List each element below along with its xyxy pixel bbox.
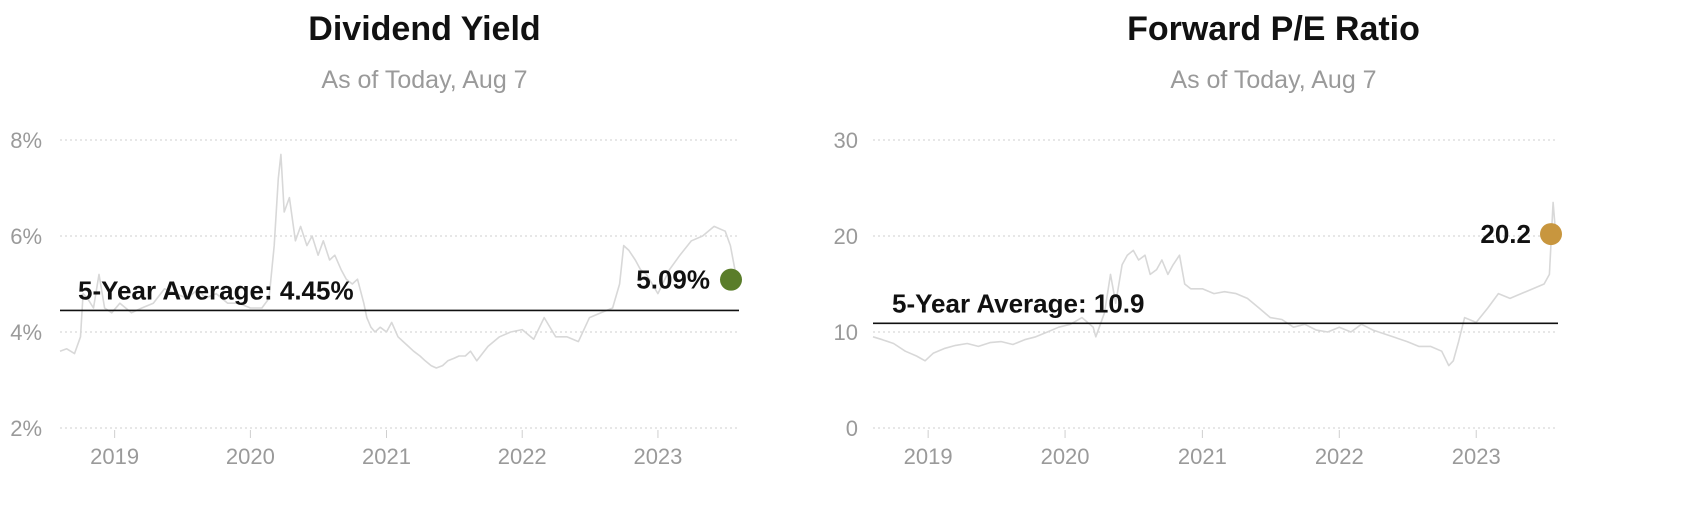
y-tick-label: 20	[834, 224, 858, 249]
x-tick-label: 2019	[904, 444, 953, 469]
chart-subtitle: As of Today, Aug 7	[321, 66, 528, 94]
average-label: 5-Year Average: 4.45%	[78, 275, 354, 305]
y-tick-label: 10	[834, 320, 858, 345]
x-tick-label: 2022	[1315, 444, 1364, 469]
current-value-label: 5.09%	[636, 265, 710, 295]
x-tick-label: 2021	[362, 444, 411, 469]
y-tick-label: 2%	[10, 416, 42, 441]
x-tick-label: 2022	[498, 444, 547, 469]
x-tick-label: 2023	[633, 444, 682, 469]
forward-pe-chart: Forward P/E Ratio As of Today, Aug 7 0 10…	[834, 0, 1698, 516]
y-tick-label: 30	[834, 128, 858, 153]
average-label: 5-Year Average: 10.9	[892, 288, 1144, 318]
chart-title: Dividend Yield	[308, 10, 541, 48]
y-tick-label: 6%	[10, 224, 42, 249]
dividend-yield-plot: 2% 4% 6% 8% 2019 2020 2021 2022 2023 5-Year Avera…	[10, 128, 742, 469]
y-tick-label: 0	[846, 416, 858, 441]
chart-subtitle: As of Today, Aug 7	[1170, 66, 1377, 94]
y-tick-label: 4%	[10, 320, 42, 345]
x-tick-label: 2020	[226, 444, 275, 469]
x-tick-label: 2021	[1178, 444, 1227, 469]
forward-pe-plot: 0 10 20 30 2019 2020 2021 2022 2023 5-Year Averag…	[834, 128, 1562, 469]
y-tick-label: 8%	[10, 128, 42, 153]
current-value-label: 20.2	[1480, 219, 1531, 249]
series-line	[59, 153, 738, 369]
current-value-dot	[1540, 223, 1562, 246]
dividend-yield-chart: Dividend Yield As of Today, Aug 7 2% 4% 6%…	[10, 10, 742, 469]
chart-title: Forward P/E Ratio	[1127, 10, 1420, 48]
x-tick-label: 2023	[1452, 444, 1501, 469]
x-tick-label: 2020	[1041, 444, 1090, 469]
current-value-dot	[720, 268, 742, 291]
x-tick-label: 2019	[90, 444, 139, 469]
series-line	[872, 201, 1557, 367]
